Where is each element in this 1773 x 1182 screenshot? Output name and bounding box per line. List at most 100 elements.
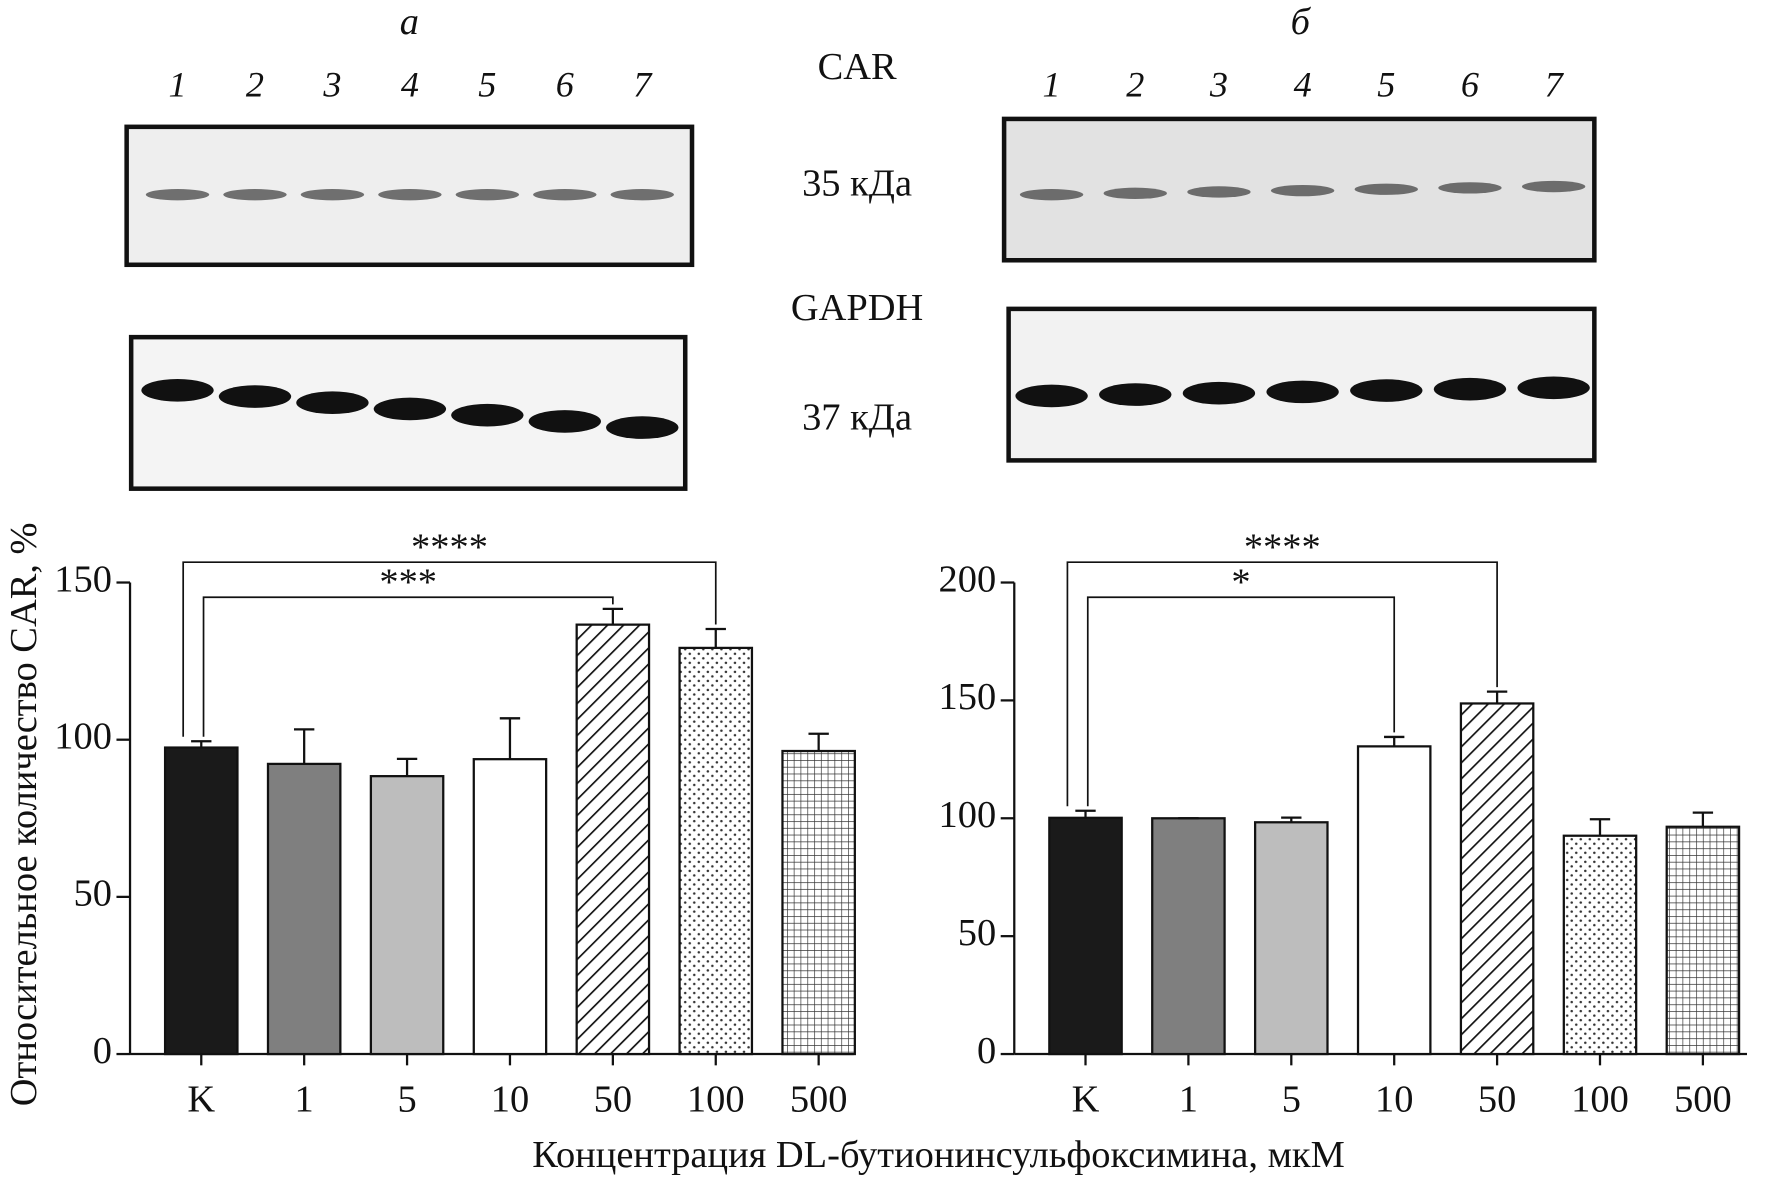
band xyxy=(1103,187,1167,199)
bar xyxy=(472,758,548,1056)
band xyxy=(1015,384,1088,408)
error-bar xyxy=(499,717,521,760)
x-axis-label: Концентрация DL-бутионинсульфоксимина, м… xyxy=(532,1134,1345,1176)
significance-bracket xyxy=(1066,561,1498,807)
y-tick-label: 50 xyxy=(74,873,112,915)
band xyxy=(451,403,524,427)
lane-number: 2 xyxy=(246,65,264,105)
y-tick-label: 150 xyxy=(54,558,112,600)
bar xyxy=(575,623,651,1056)
band xyxy=(606,416,679,439)
lane-number: 5 xyxy=(478,65,496,105)
band xyxy=(1099,383,1172,406)
y-axis-label: Относительное количество CAR, % xyxy=(3,522,45,1106)
x-tick-label: 100 xyxy=(687,1078,745,1120)
band xyxy=(1354,183,1418,195)
x-tick-label: 10 xyxy=(1375,1078,1413,1120)
y-tick-label: 50 xyxy=(958,912,996,954)
band xyxy=(1019,189,1084,201)
lane-number: 5 xyxy=(1377,65,1395,105)
error-bar xyxy=(396,757,418,777)
lane-number: 7 xyxy=(633,65,653,105)
y-tick-label: 200 xyxy=(939,558,997,600)
error-bar xyxy=(1486,690,1508,704)
bar xyxy=(163,746,239,1056)
band xyxy=(373,397,447,421)
significance-bracket xyxy=(202,596,614,737)
x-tick-label: 100 xyxy=(1571,1078,1629,1120)
bar xyxy=(1356,745,1432,1056)
protein-name: GAPDH xyxy=(791,287,923,329)
x-tick-label: 50 xyxy=(1478,1078,1516,1120)
band xyxy=(1438,182,1502,194)
panel-label: а xyxy=(400,1,419,43)
blots: а б CAR 35 кДа GAPDH 37 кДа xyxy=(124,1,1597,491)
band xyxy=(455,189,520,201)
band xyxy=(528,410,601,433)
y-tick-label: 150 xyxy=(939,676,997,718)
lane-number: 3 xyxy=(322,65,341,105)
error-bar xyxy=(1589,818,1611,836)
band xyxy=(141,378,214,402)
x-tick-label: 500 xyxy=(1674,1078,1732,1120)
significance-bracket xyxy=(182,561,717,737)
lane-number: 4 xyxy=(1294,65,1312,105)
x-tick-label: 1 xyxy=(1179,1078,1198,1120)
x-tick-label: 5 xyxy=(1282,1078,1301,1120)
x-tick-label: 50 xyxy=(594,1078,632,1120)
band xyxy=(218,385,292,408)
lane-number: 6 xyxy=(1461,65,1479,105)
band xyxy=(1187,186,1251,198)
band xyxy=(223,189,287,201)
x-tick-label: 5 xyxy=(397,1078,416,1120)
error-bar xyxy=(808,732,829,752)
x-tick-label: 500 xyxy=(790,1078,848,1120)
x-tick-label: K xyxy=(187,1078,215,1120)
bar xyxy=(1151,817,1226,1056)
y-tick-label: 100 xyxy=(54,716,112,758)
band xyxy=(378,189,442,201)
protein-mass: 37 кДа xyxy=(802,397,912,439)
significance-label: **** xyxy=(1244,527,1321,569)
error-bar xyxy=(293,728,315,764)
x-tick-label: 10 xyxy=(491,1078,529,1120)
error-bar xyxy=(191,740,212,748)
band xyxy=(145,189,210,201)
significance-label: *** xyxy=(379,562,437,604)
bar xyxy=(1665,825,1741,1056)
band xyxy=(1266,380,1339,404)
band xyxy=(1517,376,1590,400)
bar xyxy=(369,775,445,1056)
bar xyxy=(1459,702,1535,1056)
bar xyxy=(1048,816,1123,1056)
band xyxy=(533,189,597,201)
x-tick-label: 1 xyxy=(295,1078,314,1120)
protein-mass: 35 кДа xyxy=(802,163,912,205)
error-bar xyxy=(602,607,624,625)
bar xyxy=(266,762,342,1056)
y-tick-label: 100 xyxy=(939,794,997,836)
significance-bracket xyxy=(1086,596,1396,807)
y-tick-label: 0 xyxy=(977,1030,996,1072)
band xyxy=(1270,184,1335,197)
band xyxy=(296,391,369,415)
lane-number: 6 xyxy=(556,65,574,105)
band xyxy=(300,189,365,201)
lane-number: 7 xyxy=(1545,65,1565,105)
bar xyxy=(678,646,754,1056)
band xyxy=(610,189,674,201)
significance-label: * xyxy=(1231,562,1250,604)
error-bar xyxy=(1281,816,1302,823)
band xyxy=(1521,180,1586,193)
band xyxy=(1182,381,1256,405)
significance-label: **** xyxy=(411,527,488,569)
panel-label: б xyxy=(1291,1,1312,43)
error-bar xyxy=(1692,811,1714,827)
x-tick-label: K xyxy=(1072,1078,1100,1120)
lane-number: 1 xyxy=(168,65,186,105)
lane-number: 1 xyxy=(1043,65,1061,105)
protein-name: CAR xyxy=(818,46,897,88)
y-tick-label: 0 xyxy=(93,1030,112,1072)
